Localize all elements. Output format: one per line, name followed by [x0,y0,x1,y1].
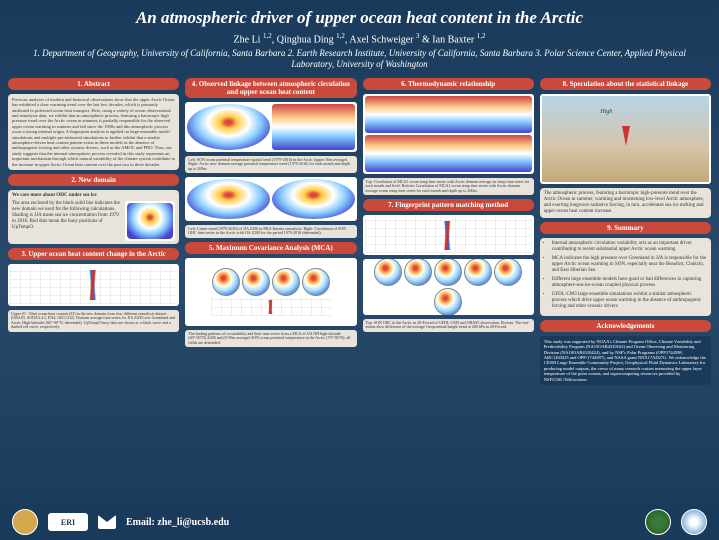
section-3-caption: Upper (0 - 50m) ocean heat content (ZJ) … [8,310,179,332]
section-4-caption2: Left: Linear trend (1979-2016) of JJA Z2… [185,225,356,238]
fingerprint-lines [363,215,534,255]
email-icon [98,515,116,529]
ack-body: This study was supported by NOAA's Clima… [540,336,711,385]
column-4: 8. Speculation about the statistical lin… [540,78,711,470]
summary-item: Different large ensemble models have goo… [552,277,707,289]
ucsb-logo-icon [12,509,38,535]
ack-header: Acknowledgements [540,320,711,332]
section-3-header: 3. Upper ocean heat content change in th… [8,248,179,260]
nsf-logo-icon [645,509,671,535]
summary-item: MCA indicates the high pressure over Gre… [552,256,707,274]
column-3: 6. Thermodynamic relationship Top: Corre… [363,78,534,470]
section-4-caption1: Left: SON ocean potential temperature sp… [185,156,356,173]
section-5-header: 5. Maximum Covariance Analysis (MCA) [185,242,356,254]
section-2-caption: We care more about OHC under sea ice [12,193,97,198]
section-2-body: We care more about OHC under sea ice The… [8,190,179,244]
section-8-header: 8. Speculation about the statistical lin… [540,78,711,90]
section-2-text: The area enclosed by the black solid lin… [12,201,122,241]
high-label: High [600,109,612,115]
section-1-header: 1. Abstract [8,78,179,90]
column-2: 4. Observed linkage between atmospheric … [185,78,356,470]
section-8-body: The atmospheric process, featuring a bar… [540,188,711,218]
poster-affiliations: 1. Department of Geography, University o… [20,48,699,70]
summary-item: GFDL-CM3 large ensemble simulations exhi… [552,292,707,310]
section-4-fig2 [185,177,356,221]
section-4-header: 4. Observed linkage between atmospheric … [185,78,356,98]
section-9-body: Internal atmospheric circulation variabi… [540,238,711,316]
section-6-header: 6. Thermodynamic relationship [363,78,534,90]
eri-logo-icon: ERI [48,513,88,531]
poster-header: An atmospheric driver of upper ocean hea… [0,0,719,74]
summary-list: Internal atmospheric circulation variabi… [544,241,707,310]
fingerprint-globes [363,259,534,315]
column-1: 1. Abstract Previous analyses of modern … [8,78,179,470]
domain-map-figure [125,201,175,241]
email-text: Email: zhe_li@ucsb.edu [126,517,229,528]
section-9-header: 9. Summary [540,222,711,234]
section-1-body: Previous analyses of modern and historic… [8,94,179,170]
section-5-caption: The leading patterns of covariability an… [185,330,356,347]
mca-figure [185,258,356,326]
summary-item: Internal atmospheric circulation variabi… [552,241,707,253]
poster-columns: 1. Abstract Previous analyses of modern … [0,74,719,474]
arrow-down-icon [622,126,630,146]
section-7-caption: Top: SON OHC in the Arctic in 20-Forced … [363,319,534,332]
ohc-timeseries-figure [8,264,179,306]
poster-authors: Zhe Li 1,2, Qinghua Ding 1,2, Axel Schwe… [20,32,699,45]
section-2-header: 2. New domain [8,174,179,186]
thermo-figure [363,94,534,174]
section-7-header: 7. Fingerprint pattern matching method [363,199,534,211]
section-6-caption: Top: Correlation of MCA1 ocean temp time… [363,178,534,195]
poster-footer: ERI Email: zhe_li@ucsb.edu [0,504,719,540]
section-4-fig1 [185,102,356,152]
noaa-logo-icon [681,509,707,535]
poster-title: An atmospheric driver of upper ocean hea… [20,8,699,28]
schematic-figure: High [540,94,711,184]
